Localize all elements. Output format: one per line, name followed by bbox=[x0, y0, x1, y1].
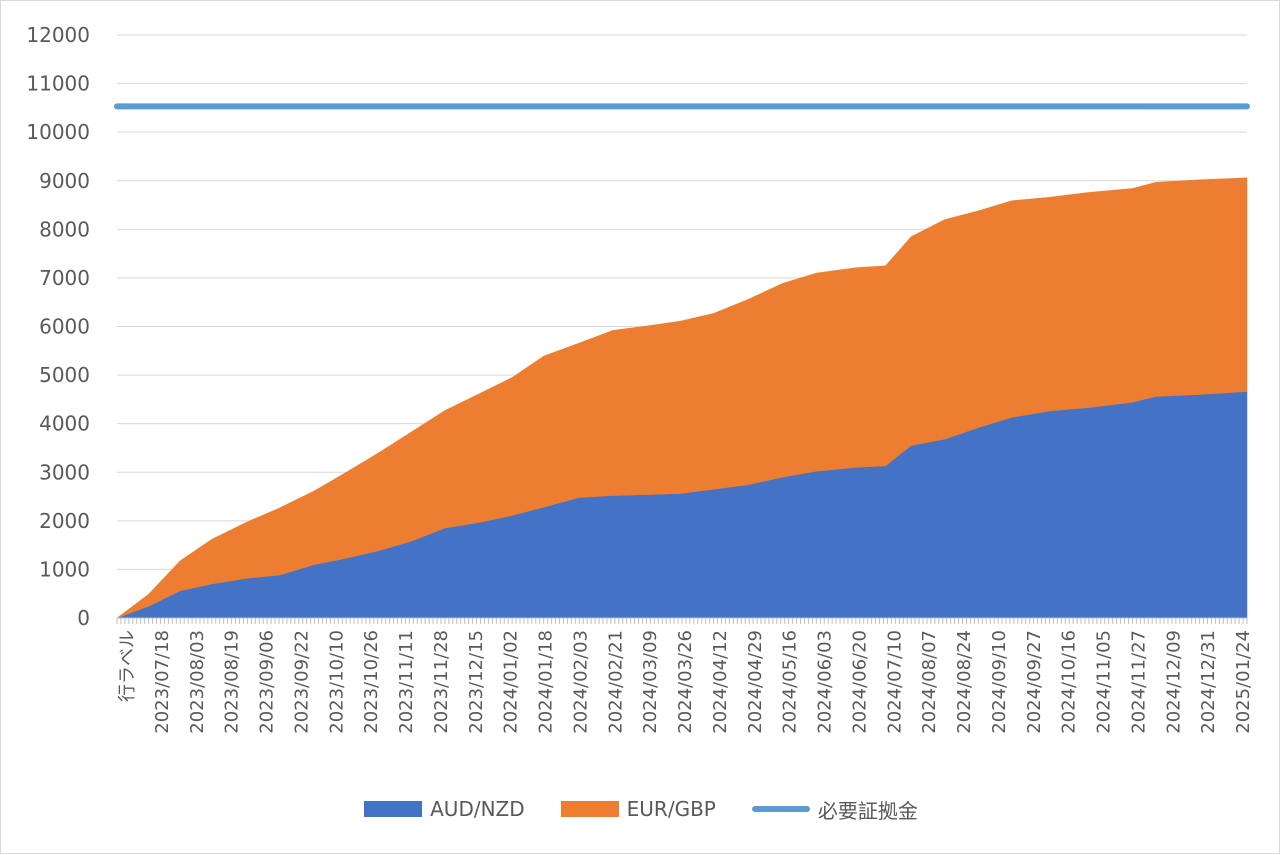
x-tick-label: 2023/09/06 bbox=[257, 630, 278, 734]
x-tick-label: 2023/10/26 bbox=[361, 630, 382, 734]
x-tick-label: 2023/11/11 bbox=[396, 630, 417, 734]
x-tick-label: 2023/09/22 bbox=[291, 630, 312, 734]
legend-item-aud-nzd: AUD/NZD bbox=[364, 797, 525, 821]
x-tick-label: 2025/01/24 bbox=[1233, 630, 1254, 734]
x-tick-labels: 行ラベル 2023/07/18 2023/08/03 2023/08/19 2023/0… bbox=[117, 630, 1254, 734]
legend-label-eur-gbp: EUR/GBP bbox=[626, 797, 716, 821]
legend-item-eur-gbp: EUR/GBP bbox=[560, 797, 716, 821]
y-tick-label: 12000 bbox=[26, 23, 90, 47]
x-tick-label: 2024/12/31 bbox=[1198, 630, 1219, 734]
y-tick-label: 3000 bbox=[39, 460, 90, 484]
x-tick-label: 2024/10/16 bbox=[1059, 630, 1080, 734]
x-tick-label: 2024/09/10 bbox=[989, 630, 1010, 734]
x-tick-label: 2024/09/27 bbox=[1024, 630, 1045, 734]
x-axis-ticks bbox=[116, 618, 1248, 624]
y-tick-label: 10000 bbox=[26, 120, 90, 144]
legend-swatch-eur-gbp bbox=[560, 801, 619, 817]
x-tick-label: 2024/08/24 bbox=[954, 630, 975, 734]
y-tick-label: 7000 bbox=[39, 266, 90, 290]
y-tick-label: 11000 bbox=[26, 72, 90, 96]
x-tick-label: 2024/02/21 bbox=[605, 630, 626, 734]
x-tick-label: 2024/11/27 bbox=[1128, 630, 1149, 734]
area-eur-gbp bbox=[116, 177, 1248, 619]
y-tick-label: 4000 bbox=[39, 412, 90, 436]
legend-swatch-aud-nzd bbox=[364, 801, 423, 817]
y-tick-labels: 0 1000 2000 3000 4000 5000 6000 7000 8000 9000 100… bbox=[26, 23, 90, 630]
y-tick-label: 2000 bbox=[39, 509, 90, 533]
y-tick-label: 6000 bbox=[39, 315, 90, 339]
x-tick-label: 2023/08/19 bbox=[222, 630, 243, 734]
x-tick-label: 2023/12/15 bbox=[466, 630, 487, 734]
x-tick-label: 2023/10/10 bbox=[326, 630, 347, 734]
x-tick-label: 2024/12/09 bbox=[1163, 630, 1184, 734]
x-tick-label: 2024/01/18 bbox=[536, 630, 557, 734]
x-tick-label: 2024/02/03 bbox=[570, 630, 591, 734]
x-tick-label: 2024/07/10 bbox=[884, 630, 905, 734]
x-tick-label: 2023/07/18 bbox=[152, 630, 173, 734]
y-tick-label: 1000 bbox=[39, 557, 90, 581]
x-tick-label: 2024/04/29 bbox=[745, 630, 766, 734]
y-tick-label: 9000 bbox=[39, 169, 90, 193]
x-tick-label: 2024/06/20 bbox=[849, 630, 870, 734]
legend-label-margin: 必要証拠金 bbox=[817, 798, 918, 823]
x-tick-label: 2024/08/07 bbox=[919, 630, 940, 734]
legend-swatch-margin bbox=[751, 806, 810, 812]
x-tick-label: 2024/06/03 bbox=[815, 630, 836, 734]
y-tick-label: 0 bbox=[77, 606, 90, 630]
legend: AUD/NZD EUR/GBP 必要証拠金 bbox=[1, 791, 1280, 827]
x-tick-label: 2023/08/03 bbox=[187, 630, 208, 734]
x-tick-label: 2024/03/09 bbox=[640, 630, 661, 734]
x-tick-label: 2024/03/26 bbox=[675, 630, 696, 734]
x-tick-label: 行ラベル bbox=[117, 630, 138, 702]
x-tick-label: 2024/01/02 bbox=[501, 630, 522, 734]
legend-label-aud-nzd: AUD/NZD bbox=[430, 797, 525, 821]
area-series bbox=[116, 177, 1248, 619]
y-tick-label: 8000 bbox=[39, 217, 90, 241]
x-tick-label: 2023/11/28 bbox=[431, 630, 452, 734]
legend-item-margin: 必要証拠金 bbox=[751, 795, 918, 824]
x-tick-label: 2024/05/16 bbox=[780, 630, 801, 734]
axes bbox=[116, 617, 1248, 624]
y-tick-label: 5000 bbox=[39, 363, 90, 387]
x-tick-label: 2024/04/12 bbox=[710, 630, 731, 734]
x-tick-label: 2024/11/05 bbox=[1094, 630, 1115, 734]
